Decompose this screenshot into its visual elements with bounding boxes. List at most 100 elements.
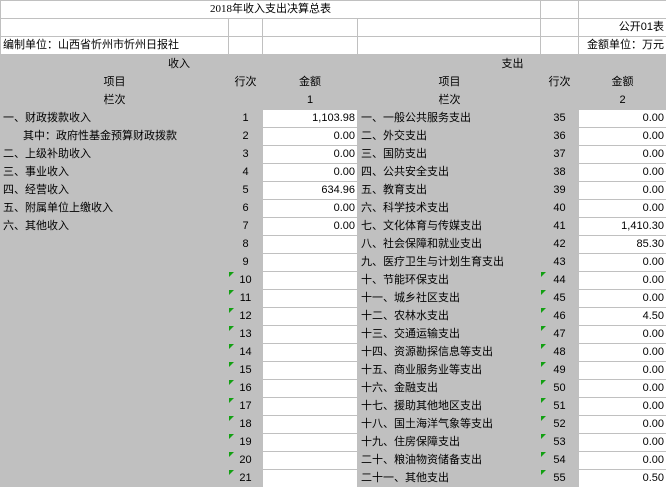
expense-amount-cell[interactable]: 0.00: [578, 145, 666, 164]
expense-amount-cell[interactable]: 0.00: [578, 397, 666, 416]
income-item-cell[interactable]: [0, 451, 229, 470]
income-rownum-cell[interactable]: 13: [228, 325, 263, 344]
expense-amount-cell[interactable]: 0.00: [578, 343, 666, 362]
income-amount-cell[interactable]: [262, 379, 358, 398]
expense-item-cell[interactable]: 六、科学技术支出: [358, 199, 541, 218]
income-amount-cell[interactable]: 634.96: [262, 181, 358, 200]
expense-amount-cell[interactable]: 0.00: [578, 361, 666, 380]
income-amount-cell[interactable]: 0.00: [262, 127, 358, 146]
income-item-cell[interactable]: [0, 469, 229, 487]
income-amount-cell[interactable]: 1,103.98: [262, 109, 358, 128]
expense-item-cell[interactable]: 二十一、其他支出: [358, 469, 541, 487]
expense-item-cell[interactable]: 七、文化体育与传媒支出: [358, 217, 541, 236]
income-amount-cell[interactable]: 0.00: [262, 199, 358, 218]
expense-item-cell[interactable]: 四、公共安全支出: [358, 163, 541, 182]
expense-rownum-cell[interactable]: 51: [540, 397, 579, 416]
expense-amount-cell[interactable]: 0.00: [578, 127, 666, 146]
expense-rownum-cell[interactable]: 40: [540, 199, 579, 218]
expense-rownum-cell[interactable]: 43: [540, 253, 579, 272]
expense-rownum-cell[interactable]: 54: [540, 451, 579, 470]
expense-item-cell[interactable]: 三、国防支出: [358, 145, 541, 164]
expense-amount-cell[interactable]: 0.00: [578, 451, 666, 470]
expense-rownum-cell[interactable]: 48: [540, 343, 579, 362]
income-amount-cell[interactable]: [262, 343, 358, 362]
expense-amount-cell[interactable]: 0.50: [578, 469, 666, 487]
income-item-cell[interactable]: [0, 307, 229, 326]
income-item-cell[interactable]: [0, 379, 229, 398]
income-rownum-cell[interactable]: 2: [228, 127, 263, 146]
expense-amount-cell[interactable]: 0.00: [578, 109, 666, 128]
expense-rownum-cell[interactable]: 35: [540, 109, 579, 128]
income-rownum-cell[interactable]: 14: [228, 343, 263, 362]
expense-amount-cell[interactable]: 4.50: [578, 307, 666, 326]
income-item-cell[interactable]: 四、经营收入: [0, 181, 229, 200]
income-amount-cell[interactable]: [262, 397, 358, 416]
expense-item-cell[interactable]: 十七、援助其他地区支出: [358, 397, 541, 416]
income-rownum-cell[interactable]: 11: [228, 289, 263, 308]
income-amount-cell[interactable]: [262, 361, 358, 380]
expense-rownum-cell[interactable]: 38: [540, 163, 579, 182]
income-item-cell[interactable]: 一、财政拨款收入: [0, 109, 229, 128]
expense-rownum-cell[interactable]: 53: [540, 433, 579, 452]
income-amount-cell[interactable]: [262, 271, 358, 290]
expense-item-cell[interactable]: 八、社会保障和就业支出: [358, 235, 541, 254]
income-item-cell[interactable]: 二、上级补助收入: [0, 145, 229, 164]
expense-rownum-cell[interactable]: 42: [540, 235, 579, 254]
expense-item-cell[interactable]: 二十、粮油物资储备支出: [358, 451, 541, 470]
income-rownum-cell[interactable]: 18: [228, 415, 263, 434]
income-rownum-cell[interactable]: 12: [228, 307, 263, 326]
income-amount-cell[interactable]: 0.00: [262, 145, 358, 164]
income-amount-cell[interactable]: [262, 433, 358, 452]
expense-rownum-cell[interactable]: 49: [540, 361, 579, 380]
expense-item-cell[interactable]: 五、教育支出: [358, 181, 541, 200]
income-item-cell[interactable]: 五、附属单位上缴收入: [0, 199, 229, 218]
expense-item-cell[interactable]: 九、医疗卫生与计划生育支出: [358, 253, 541, 272]
income-item-cell[interactable]: [0, 397, 229, 416]
expense-item-cell[interactable]: 十二、农林水支出: [358, 307, 541, 326]
expense-rownum-cell[interactable]: 50: [540, 379, 579, 398]
expense-rownum-cell[interactable]: 37: [540, 145, 579, 164]
income-item-cell[interactable]: [0, 361, 229, 380]
expense-item-cell[interactable]: 十九、住房保障支出: [358, 433, 541, 452]
income-rownum-cell[interactable]: 16: [228, 379, 263, 398]
expense-amount-cell[interactable]: 0.00: [578, 433, 666, 452]
expense-amount-cell[interactable]: 85.30: [578, 235, 666, 254]
income-item-cell[interactable]: 三、事业收入: [0, 163, 229, 182]
income-rownum-cell[interactable]: 6: [228, 199, 263, 218]
expense-amount-cell[interactable]: 0.00: [578, 199, 666, 218]
expense-item-cell[interactable]: 十五、商业服务业等支出: [358, 361, 541, 380]
expense-item-cell[interactable]: 十一、城乡社区支出: [358, 289, 541, 308]
expense-rownum-cell[interactable]: 36: [540, 127, 579, 146]
income-rownum-cell[interactable]: 1: [228, 109, 263, 128]
income-item-cell[interactable]: [0, 415, 229, 434]
income-amount-cell[interactable]: [262, 415, 358, 434]
income-amount-cell[interactable]: [262, 307, 358, 326]
income-amount-cell[interactable]: [262, 469, 358, 487]
income-amount-cell[interactable]: [262, 289, 358, 308]
income-rownum-cell[interactable]: 9: [228, 253, 263, 272]
income-amount-cell[interactable]: [262, 451, 358, 470]
expense-rownum-cell[interactable]: 45: [540, 289, 579, 308]
expense-item-cell[interactable]: 二、外交支出: [358, 127, 541, 146]
income-rownum-cell[interactable]: 21: [228, 469, 263, 487]
expense-amount-cell[interactable]: 0.00: [578, 163, 666, 182]
expense-rownum-cell[interactable]: 41: [540, 217, 579, 236]
expense-item-cell[interactable]: 十四、资源勘探信息等支出: [358, 343, 541, 362]
income-amount-cell[interactable]: [262, 325, 358, 344]
expense-item-cell[interactable]: 一、一般公共服务支出: [358, 109, 541, 128]
expense-item-cell[interactable]: 十三、交通运输支出: [358, 325, 541, 344]
expense-rownum-cell[interactable]: 39: [540, 181, 579, 200]
income-rownum-cell[interactable]: 4: [228, 163, 263, 182]
expense-amount-cell[interactable]: 0.00: [578, 289, 666, 308]
income-rownum-cell[interactable]: 10: [228, 271, 263, 290]
income-rownum-cell[interactable]: 3: [228, 145, 263, 164]
income-item-cell[interactable]: [0, 271, 229, 290]
expense-rownum-cell[interactable]: 55: [540, 469, 579, 487]
income-amount-cell[interactable]: [262, 253, 358, 272]
expense-item-cell[interactable]: 十六、金融支出: [358, 379, 541, 398]
expense-amount-cell[interactable]: 0.00: [578, 325, 666, 344]
expense-amount-cell[interactable]: 0.00: [578, 181, 666, 200]
income-item-cell[interactable]: [0, 253, 229, 272]
income-rownum-cell[interactable]: 5: [228, 181, 263, 200]
expense-rownum-cell[interactable]: 47: [540, 325, 579, 344]
